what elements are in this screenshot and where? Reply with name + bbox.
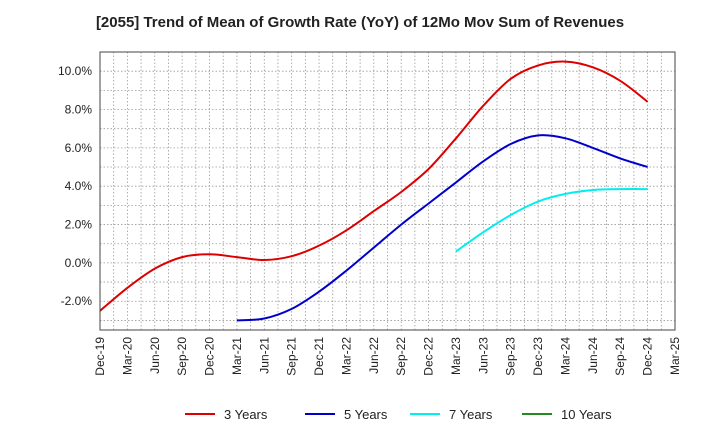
x-tick-label: Jun-20 xyxy=(148,337,162,374)
x-tick-label: Jun-22 xyxy=(367,337,381,374)
x-axis-ticks: Dec-19 Mar-20 Jun-20 Sep-20 Dec-20 Mar-21 Jun-… xyxy=(93,337,682,376)
x-tick-label: Dec-23 xyxy=(531,337,545,376)
legend: 3 Years 5 Years 7 Years 10 Years xyxy=(185,407,612,422)
x-tick-label: Mar-20 xyxy=(120,337,134,375)
plot-frame xyxy=(99,51,676,331)
x-tick-label: Jun-23 xyxy=(476,337,490,374)
x-tick-label: Dec-24 xyxy=(641,337,655,376)
y-axis-ticks: -2.0% 0.0% 2.0% 4.0% 6.0% 8.0% 10.0% xyxy=(58,64,92,308)
x-tick-label: Sep-24 xyxy=(613,337,627,376)
x-tick-label: Jun-24 xyxy=(586,337,600,374)
x-tick-label: Dec-22 xyxy=(422,337,436,376)
x-tick-label: Dec-19 xyxy=(93,337,107,376)
legend-label: 7 Years xyxy=(449,407,493,422)
y-tick-label: -2.0% xyxy=(61,294,93,308)
x-tick-label: Mar-24 xyxy=(558,337,572,375)
x-tick-label: Mar-22 xyxy=(339,337,353,375)
x-tick-label: Mar-25 xyxy=(668,337,682,375)
chart-title: [2055] Trend of Mean of Growth Rate (YoY… xyxy=(95,14,625,31)
x-tick-label: Dec-20 xyxy=(203,337,217,376)
x-tick-label: Sep-20 xyxy=(175,337,189,376)
legend-label: 5 Years xyxy=(344,407,388,422)
x-tick-label: Mar-21 xyxy=(230,337,244,375)
grid xyxy=(99,51,676,330)
y-tick-label: 8.0% xyxy=(65,103,93,117)
legend-item-10-years: 10 Years xyxy=(522,407,612,422)
x-tick-label: Sep-23 xyxy=(504,337,518,376)
series-line-7-years xyxy=(455,188,648,253)
series-lines xyxy=(99,60,649,322)
x-tick-label: Sep-22 xyxy=(394,337,408,376)
x-tick-label: Sep-21 xyxy=(285,337,299,376)
y-tick-label: 0.0% xyxy=(65,256,93,270)
x-tick-label: Mar-23 xyxy=(449,337,463,375)
y-tick-label: 2.0% xyxy=(65,218,93,232)
y-tick-label: 10.0% xyxy=(58,64,92,78)
legend-item-7-years: 7 Years xyxy=(410,407,493,422)
series-line-5-years xyxy=(236,134,648,322)
legend-item-3-years: 3 Years xyxy=(185,407,268,422)
legend-label: 10 Years xyxy=(561,407,612,422)
y-tick-label: 6.0% xyxy=(65,141,93,155)
x-tick-label: Jun-21 xyxy=(257,337,271,374)
legend-label: 3 Years xyxy=(224,407,268,422)
legend-item-5-years: 5 Years xyxy=(305,407,388,422)
x-tick-label: Dec-21 xyxy=(312,337,326,376)
y-tick-label: 4.0% xyxy=(65,179,93,193)
series-line-3-years xyxy=(99,60,649,312)
